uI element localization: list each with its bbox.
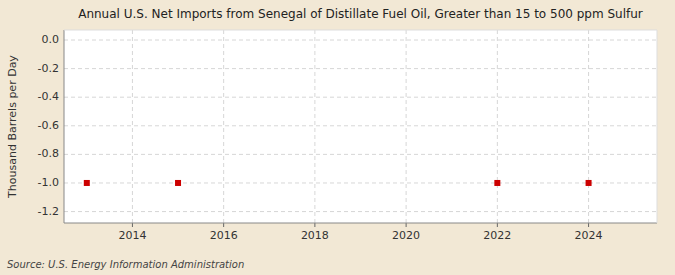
x-tick xyxy=(588,223,589,227)
background xyxy=(0,0,675,275)
point xyxy=(175,180,181,186)
x-grid-line xyxy=(497,30,498,223)
x-tick xyxy=(497,223,498,227)
x-axis-line xyxy=(64,223,657,224)
plot-frame-top xyxy=(64,30,657,31)
x-tick xyxy=(223,223,224,227)
x-grid-line xyxy=(132,30,133,223)
x-tick-label: 2018 xyxy=(301,229,329,242)
y-grid-line xyxy=(64,125,657,126)
x-grid-line xyxy=(223,30,224,223)
y-grid-line xyxy=(64,97,657,98)
x-tick-label: 2020 xyxy=(392,229,420,242)
y-grid-line xyxy=(64,211,657,212)
source: Source: U.S. Energy Information Administ… xyxy=(7,259,244,270)
y-tick-label: -1.2 xyxy=(38,205,59,218)
point xyxy=(84,180,90,186)
point xyxy=(586,180,592,186)
x-tick xyxy=(406,223,407,227)
y-tick-label: -0.2 xyxy=(38,62,59,75)
x-tick xyxy=(132,223,133,227)
y-tick-label: -0.6 xyxy=(38,119,59,132)
title: Annual U.S. Net Imports from Senegal of … xyxy=(78,7,643,21)
point xyxy=(494,180,500,186)
x-tick-label: 2014 xyxy=(118,229,146,242)
y-grid-line xyxy=(64,68,657,69)
y-grid-line xyxy=(64,154,657,155)
x-tick-label: 2022 xyxy=(483,229,511,242)
x-tick xyxy=(314,223,315,227)
y-grid-line xyxy=(64,40,657,41)
y-axis-line xyxy=(64,30,65,223)
y-axis-label: Thousand Barrels per Day xyxy=(6,55,19,199)
x-grid-line xyxy=(406,30,407,223)
y-grid-line xyxy=(64,182,657,183)
points xyxy=(84,180,592,186)
chart: 0.0 -0.2 -0.4 -0.6 -0.8 -1.0 -1.2 2014 2016 2018 2… xyxy=(0,0,675,275)
x-tick-label: 2016 xyxy=(210,229,238,242)
x-grid-line xyxy=(588,30,589,223)
y-tick-label: 0.0 xyxy=(42,33,60,46)
y-tick-label: -1.0 xyxy=(38,176,59,189)
x-tick-label: 2024 xyxy=(575,229,603,242)
plot-area xyxy=(64,30,657,223)
x-grid-line xyxy=(314,30,315,223)
plot-frame-right xyxy=(657,30,658,223)
y-tick-label: -0.8 xyxy=(38,147,59,160)
y-tick-label: -0.4 xyxy=(38,90,59,103)
